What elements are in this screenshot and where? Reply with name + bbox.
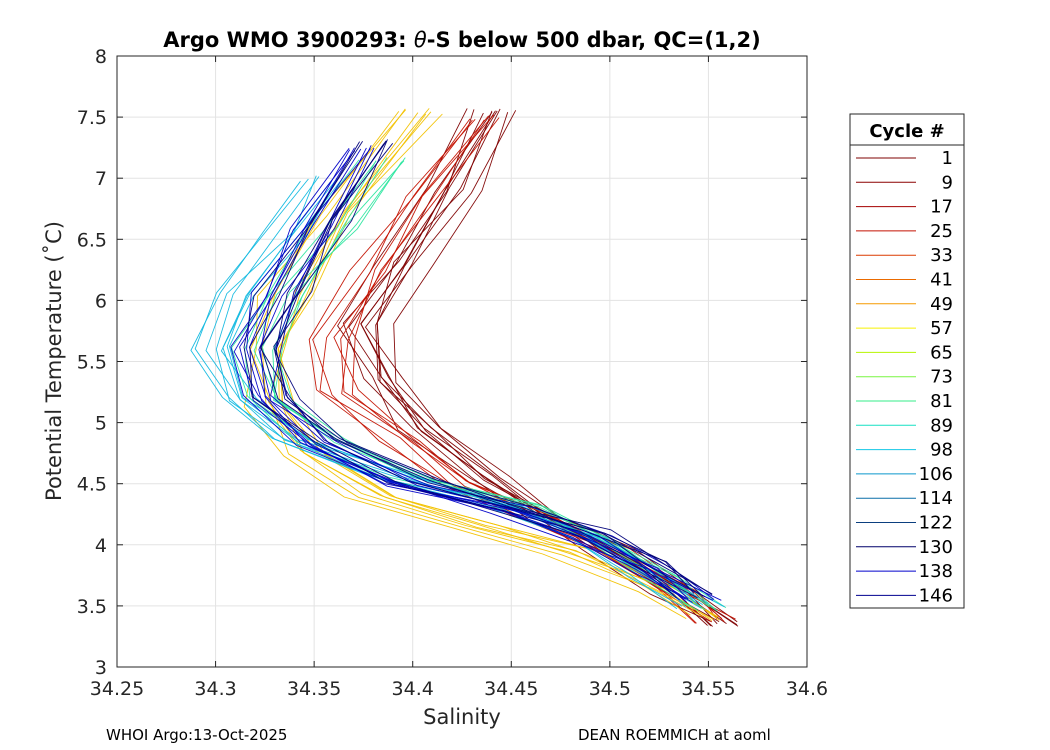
legend-label: 122: [919, 513, 953, 534]
legend-label: 33: [930, 245, 953, 266]
profile-line: [194, 178, 683, 607]
profile-line: [243, 141, 677, 599]
profile-line: [268, 108, 719, 618]
y-tick-label: 4: [95, 535, 107, 557]
chart-title: Argo WMO 3900293: θ-S below 500 dbar, QC…: [163, 28, 760, 52]
legend-label: 41: [930, 270, 953, 291]
legend-label: 25: [930, 221, 953, 242]
profile-line: [275, 147, 714, 601]
profile-line: [274, 140, 713, 595]
y-tick-label: 7: [95, 168, 107, 190]
legend-label: 146: [919, 585, 953, 606]
legend-label: 65: [930, 342, 953, 363]
y-tick-label: 6.5: [77, 229, 107, 251]
profile-line: [360, 110, 712, 627]
profile-line: [258, 147, 722, 601]
legend-label: 98: [930, 440, 953, 461]
profile-line: [253, 160, 706, 611]
profile-line: [376, 108, 739, 627]
x-tick-label: 34.55: [681, 678, 735, 700]
y-tick-label: 8: [95, 46, 107, 68]
profile-line: [273, 143, 713, 596]
y-tick-label: 6: [95, 290, 107, 312]
profile-line: [248, 147, 693, 603]
profile-line: [260, 148, 689, 600]
profile-line: [360, 112, 727, 624]
axis-ticks: 34.25 34.3 34.35 34.4 34.45 34.5 34.55 34.6 3 3.5…: [77, 46, 828, 700]
profile-line: [230, 148, 686, 600]
profile-line: [249, 111, 703, 617]
legend-label: 57: [930, 318, 953, 339]
x-tick-label: 34.3: [194, 678, 236, 700]
profile-line: [260, 143, 704, 597]
x-tick-label: 34.35: [287, 678, 341, 700]
legend-label: 81: [930, 391, 953, 412]
profile-line: [261, 161, 718, 612]
x-tick-label: 34.45: [484, 678, 538, 700]
footer-operator: DEAN ROEMMICH at aoml: [578, 726, 771, 744]
y-tick-label: 5.5: [77, 352, 107, 374]
legend-label: 49: [930, 294, 953, 315]
profile-line: [333, 114, 718, 620]
legend-label: 9: [942, 172, 953, 193]
y-axis-label: Potential Temperature (˚C): [42, 221, 66, 501]
profile-line: [246, 149, 687, 599]
legend-label: 130: [919, 537, 953, 558]
profile-line: [243, 108, 687, 619]
profile-line: [273, 157, 727, 608]
profile-line: [205, 179, 702, 609]
y-tick-label: 5: [95, 413, 107, 435]
y-tick-label: 4.5: [77, 474, 107, 496]
legend-label: 73: [930, 367, 953, 388]
legend-label: 17: [930, 197, 953, 218]
legend-label: 89: [930, 415, 953, 436]
profile-lines: [190, 108, 739, 627]
legend-label: 106: [919, 464, 953, 485]
profile-line: [239, 148, 681, 601]
legend-label: 138: [919, 561, 953, 582]
x-tick-label: 34.5: [589, 678, 631, 700]
profile-line: [275, 139, 706, 598]
profile-line: [249, 140, 698, 599]
profile-line: [233, 150, 687, 603]
x-tick-label: 34.6: [786, 678, 828, 700]
x-tick-label: 34.4: [392, 678, 434, 700]
profile-line: [259, 140, 695, 594]
profile-line: [364, 110, 738, 623]
y-tick-label: 7.5: [77, 107, 107, 129]
footer-source: WHOI Argo:13-Oct-2025: [106, 726, 288, 744]
profile-line: [308, 119, 696, 624]
legend-box: [849, 113, 965, 609]
x-axis-label: Salinity: [423, 705, 501, 729]
y-tick-label: 3.5: [77, 596, 107, 618]
legend: Cycle # 1 9 17 25 33 41 49 57 65 73 81 89 98 106 114 12…: [849, 113, 965, 609]
x-tick-label: 34.25: [90, 678, 144, 700]
legend-label: 114: [919, 488, 953, 509]
legend-label: 1: [942, 148, 953, 169]
legend-title: Cycle #: [869, 121, 944, 142]
y-tick-label: 3: [95, 657, 107, 679]
profile-line: [190, 180, 678, 610]
